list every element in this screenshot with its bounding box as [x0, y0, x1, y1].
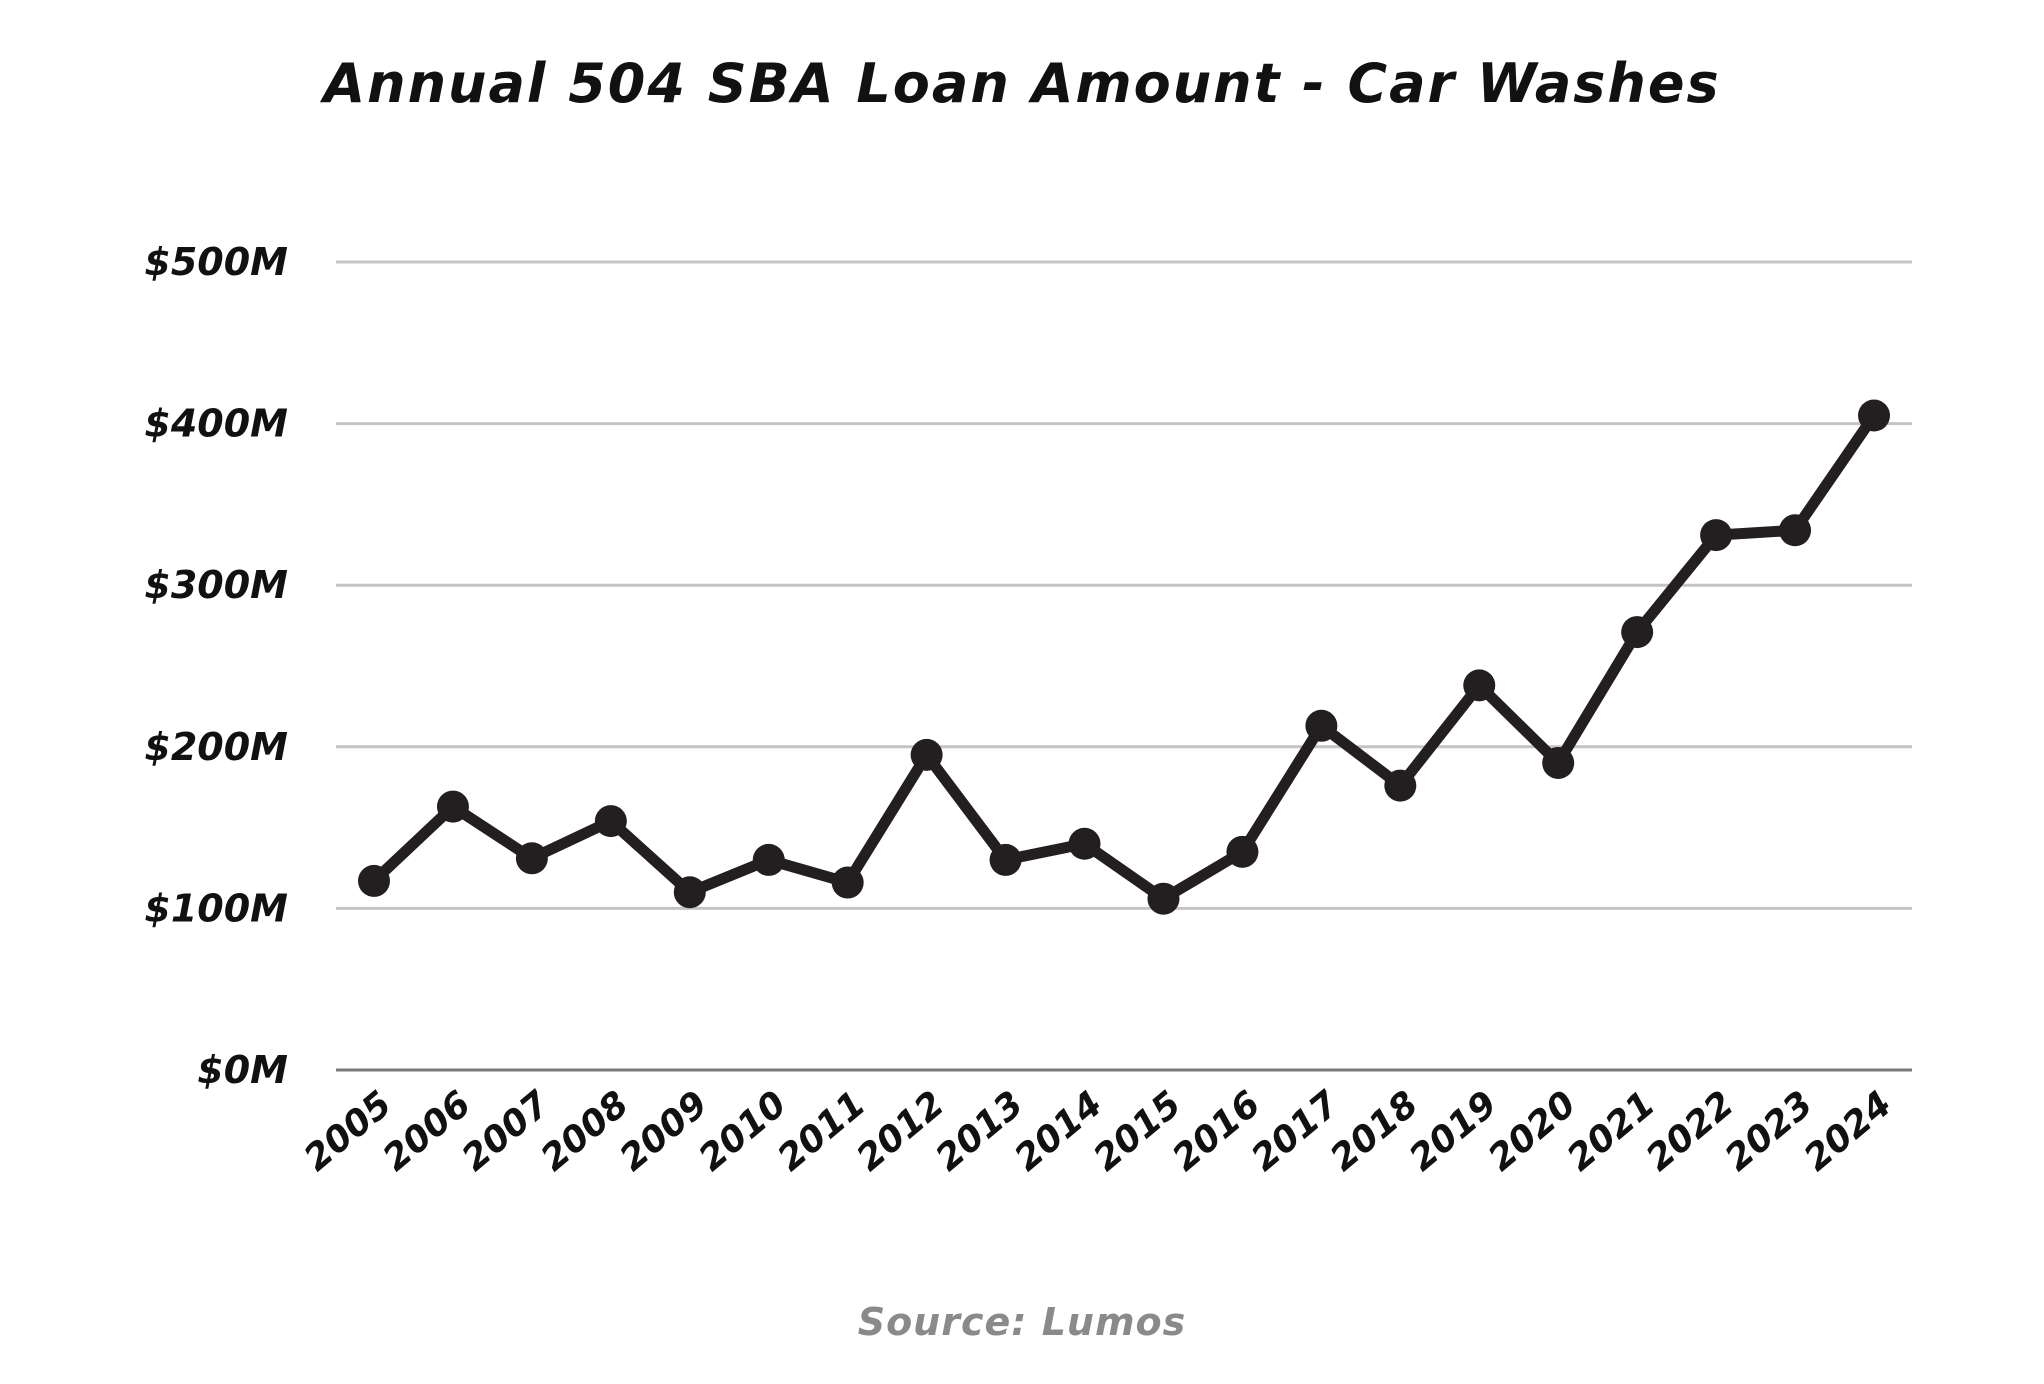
data-point-2023: [1779, 514, 1812, 547]
data-points: [358, 399, 1890, 915]
x-tick-label: 2006: [376, 1083, 479, 1179]
data-point-2020: [1542, 746, 1575, 779]
data-point-2012: [910, 738, 943, 771]
y-tick-label: $300M: [144, 563, 288, 607]
data-point-2014: [1068, 827, 1101, 860]
grid-lines: [336, 260, 1912, 1072]
chart-title: Annual 504 SBA Loan Amount - Car Washes: [319, 52, 1720, 115]
data-point-2006: [436, 790, 469, 823]
data-point-2013: [989, 843, 1022, 876]
x-tick-label: 2018: [1323, 1083, 1426, 1179]
source-note: Source: Lumos: [858, 1300, 1187, 1344]
x-tick-label: 2015: [1086, 1083, 1189, 1179]
series-line-group: [368, 410, 1880, 905]
x-tick-label: 2024: [1797, 1083, 1900, 1179]
x-tick-label: 2021: [1560, 1083, 1663, 1179]
data-point-2008: [594, 805, 627, 838]
data-point-2018: [1384, 769, 1417, 802]
x-tick-label: 2020: [1481, 1083, 1584, 1179]
data-point-2019: [1463, 669, 1496, 702]
y-tick-label: $400M: [144, 402, 288, 446]
data-point-2016: [1226, 835, 1259, 868]
x-tick-label: 2016: [1165, 1083, 1268, 1179]
data-point-2007: [515, 842, 548, 875]
x-tick-label: 2023: [1718, 1083, 1821, 1179]
x-tick-label: 2005: [297, 1083, 400, 1179]
data-point-2024: [1858, 399, 1890, 432]
data-point-2017: [1305, 709, 1338, 742]
series-line: [368, 410, 1880, 905]
y-axis-tick-labels: $0M $100M $200M $300M $400M $500M: [144, 240, 288, 1092]
y-tick-label: $500M: [144, 240, 288, 284]
x-tick-label: 2012: [849, 1083, 952, 1179]
y-tick-label: $200M: [144, 725, 288, 769]
x-tick-label: 2008: [534, 1083, 637, 1179]
data-point-2022: [1700, 519, 1733, 552]
x-tick-label: 2019: [1402, 1083, 1505, 1179]
data-point-2010: [752, 843, 785, 876]
x-tick-label: 2014: [1007, 1083, 1110, 1179]
y-tick-label: $0M: [197, 1048, 288, 1092]
data-point-2005: [358, 864, 390, 897]
x-tick-label: 2017: [1244, 1083, 1347, 1179]
x-tick-label: 2013: [928, 1083, 1031, 1179]
x-tick-label: 2010: [691, 1083, 794, 1179]
data-point-2009: [673, 876, 706, 909]
x-tick-label: 2022: [1639, 1083, 1742, 1179]
data-point-2021: [1621, 616, 1654, 649]
x-axis-tick-labels: 2005200620072008200920102011201220132014…: [297, 1083, 1900, 1179]
y-tick-label: $100M: [144, 886, 288, 930]
data-point-2011: [831, 866, 864, 899]
x-tick-label: 2011: [770, 1083, 873, 1179]
data-point-2015: [1147, 882, 1180, 915]
x-tick-label: 2007: [455, 1083, 558, 1179]
x-tick-label: 2009: [612, 1083, 715, 1179]
